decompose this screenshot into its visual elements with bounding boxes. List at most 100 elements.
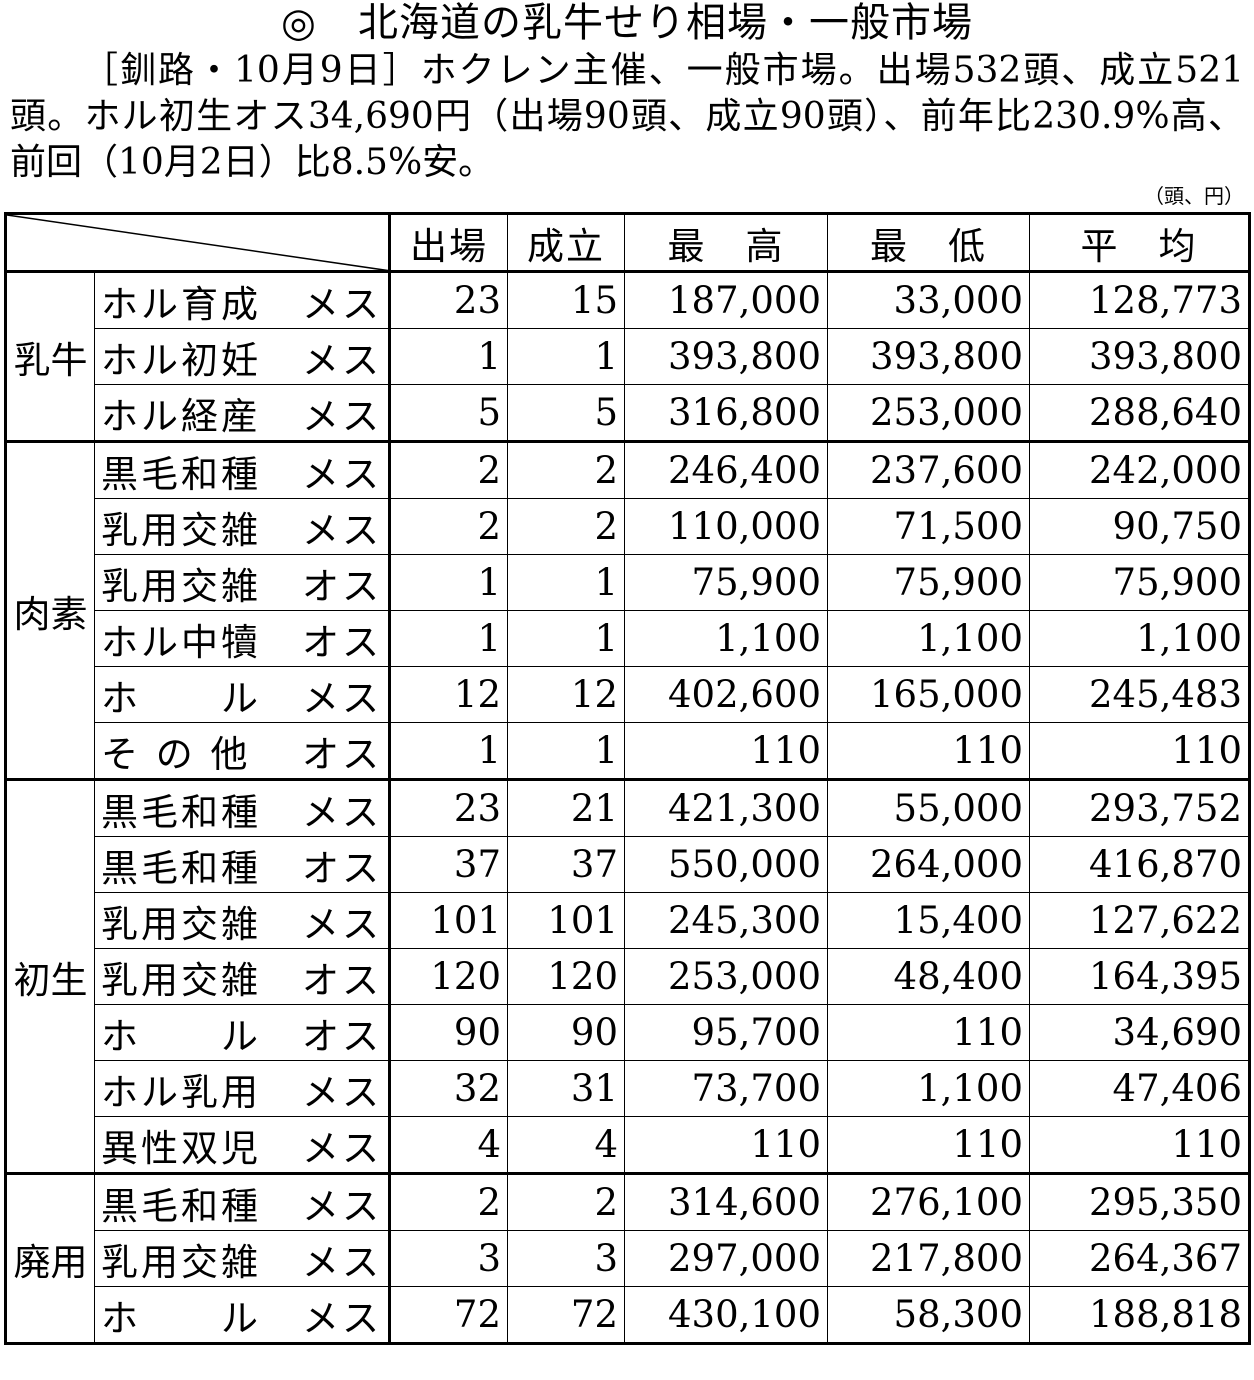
cell-value: 245,483 bbox=[1029, 666, 1250, 723]
cell-value: 31 bbox=[507, 1060, 625, 1117]
cell-value: 110 bbox=[1029, 722, 1250, 780]
cell-value: 297,000 bbox=[624, 1230, 828, 1287]
item-name-wrap: 乳用交雑 メス bbox=[101, 894, 382, 948]
cell-value: 295,350 bbox=[1029, 1172, 1250, 1231]
cell-value: 2 bbox=[507, 498, 625, 555]
column-header: 平 均 bbox=[1029, 213, 1250, 273]
sex: オス bbox=[302, 564, 382, 608]
table-row: 乳用交雑 メス 3 3 297,000 217,800 264,367 bbox=[6, 1230, 1250, 1287]
breed: 黒毛和種 bbox=[101, 790, 261, 834]
cell-value: 164,395 bbox=[1029, 948, 1250, 1005]
item-name-wrap: 乳用交雑 オス bbox=[101, 950, 382, 1004]
cell-value: 430,100 bbox=[624, 1286, 828, 1344]
cell-value: 187,000 bbox=[624, 271, 828, 329]
cell-value: 110 bbox=[624, 1116, 828, 1174]
cell-value: 1 bbox=[389, 610, 508, 667]
cell-value: 264,367 bbox=[1029, 1230, 1250, 1287]
cell-value: 128,773 bbox=[1029, 271, 1250, 329]
cell-value: 37 bbox=[507, 836, 625, 893]
item-name: 黒毛和種 オス bbox=[94, 836, 391, 893]
item-name-wrap: ホ ルオス bbox=[101, 1006, 382, 1060]
table-row: 乳牛 ホル育成 メス 23 15 187,000 33,000 128,773 bbox=[5, 271, 1250, 442]
table-row: 黒毛和種 オス 37 37 550,000 264,000 416,870 bbox=[6, 836, 1250, 893]
breed: 黒毛和種 bbox=[101, 452, 261, 496]
cell-value: 1,100 bbox=[827, 1060, 1030, 1117]
item-name-wrap: そ の 他 オス bbox=[101, 724, 382, 778]
item-name: 乳用交雑 メス bbox=[94, 1230, 391, 1287]
cell-value: 72 bbox=[507, 1286, 625, 1344]
item-name: 乳用交雑 オス bbox=[94, 948, 391, 1005]
table-row: 初生 黒毛和種 メス 23 21 421,300 55,000 293,752 bbox=[5, 778, 1250, 1174]
table-row: 乳用交雑 オス 1 1 75,900 75,900 75,900 bbox=[6, 554, 1250, 611]
cell-value: 55,000 bbox=[827, 778, 1030, 837]
item-name-wrap: 黒毛和種 メス bbox=[101, 783, 382, 836]
breed: 黒毛和種 bbox=[101, 846, 261, 890]
breed: 異性双児 bbox=[101, 1126, 261, 1170]
cell-value: 316,800 bbox=[624, 384, 828, 442]
cell-value: 246,400 bbox=[624, 440, 828, 499]
breed: 乳用交雑 bbox=[101, 564, 261, 608]
table-row: 乳用交雑 オス 120 120 253,000 48,400 164,395 bbox=[6, 948, 1250, 1005]
cell-value: 110,000 bbox=[624, 498, 828, 555]
table-row: 乳用交雑 メス 101 101 245,300 15,400 127,622 bbox=[6, 892, 1250, 949]
table-row: ホ ルオス 90 90 95,700 110 34,690 bbox=[6, 1004, 1250, 1061]
item-name-wrap: ホ ルメス bbox=[101, 668, 382, 722]
sex: メス bbox=[302, 508, 382, 552]
group-label: 初生 bbox=[5, 778, 95, 1174]
breed: ホル経産 bbox=[101, 394, 261, 438]
item-name: 異性双児 メス bbox=[94, 1116, 391, 1174]
table-row: ホ ルメス 72 72 430,100 58,300 188,818 bbox=[6, 1286, 1250, 1344]
cell-value: 2 bbox=[389, 498, 508, 555]
item-name-wrap: 乳用交雑 メス bbox=[101, 500, 382, 554]
item-name: 黒毛和種 メス bbox=[94, 778, 391, 837]
sex: メス bbox=[302, 1240, 382, 1284]
cell-value: 1 bbox=[389, 554, 508, 611]
cell-value: 4 bbox=[507, 1116, 625, 1174]
cell-value: 293,752 bbox=[1029, 778, 1250, 837]
item-name: ホ ルメス bbox=[94, 1286, 391, 1344]
cell-value: 5 bbox=[389, 384, 508, 442]
breed: 乳用交雑 bbox=[101, 958, 261, 1002]
cell-value: 120 bbox=[507, 948, 625, 1005]
sex: メス bbox=[302, 1126, 382, 1170]
diagonal bbox=[7, 215, 380, 269]
cell-value: 1 bbox=[389, 722, 508, 780]
cell-value: 127,622 bbox=[1029, 892, 1250, 949]
cell-value: 264,000 bbox=[827, 836, 1030, 893]
table-row: 異性双児 メス 4 4 110 110 110 bbox=[6, 1116, 1250, 1174]
group-label: 乳牛 bbox=[5, 271, 95, 442]
cell-value: 110 bbox=[827, 1116, 1030, 1174]
item-name-wrap: 黒毛和種 メス bbox=[101, 1177, 382, 1230]
cell-value: 416,870 bbox=[1029, 836, 1250, 893]
table-row: ホ ルメス 12 12 402,600 165,000 245,483 bbox=[6, 666, 1250, 723]
group-label: 肉素 bbox=[5, 440, 95, 780]
item-name-wrap: 乳用交雑 オス bbox=[101, 556, 382, 610]
table-row: ホル初妊 メス 1 1 393,800 393,800 393,800 bbox=[6, 328, 1250, 385]
unit-note: （頭、円） bbox=[1144, 184, 1244, 208]
cell-value: 23 bbox=[389, 271, 508, 329]
cell-value: 32 bbox=[389, 1060, 508, 1117]
sex: メス bbox=[302, 338, 382, 382]
sex: オス bbox=[302, 958, 382, 1002]
cell-value: 2 bbox=[389, 440, 508, 499]
item-name-wrap: ホル中犢 オス bbox=[101, 612, 382, 666]
sex: メス bbox=[302, 282, 382, 326]
column-header: 成立 bbox=[507, 213, 625, 273]
cell-value: 33,000 bbox=[827, 271, 1030, 329]
table-row: ホル中犢 オス 1 1 1,100 1,100 1,100 bbox=[6, 610, 1250, 667]
sex: オス bbox=[302, 732, 382, 776]
cell-value: 48,400 bbox=[827, 948, 1030, 1005]
breed: ホ ル bbox=[101, 1296, 261, 1340]
item-name: 黒毛和種 メス bbox=[94, 1172, 391, 1231]
cell-value: 90 bbox=[389, 1004, 508, 1061]
item-name-wrap: ホル育成 メス bbox=[101, 274, 382, 328]
cell-value: 110 bbox=[1029, 1116, 1250, 1174]
cell-value: 217,800 bbox=[827, 1230, 1030, 1287]
cell-value: 110 bbox=[624, 722, 828, 780]
cell-value: 73,700 bbox=[624, 1060, 828, 1117]
cell-value: 110 bbox=[827, 722, 1030, 780]
column-header: 最 高 bbox=[624, 213, 828, 273]
cell-value: 188,818 bbox=[1029, 1286, 1250, 1344]
cell-value: 15 bbox=[507, 271, 625, 329]
